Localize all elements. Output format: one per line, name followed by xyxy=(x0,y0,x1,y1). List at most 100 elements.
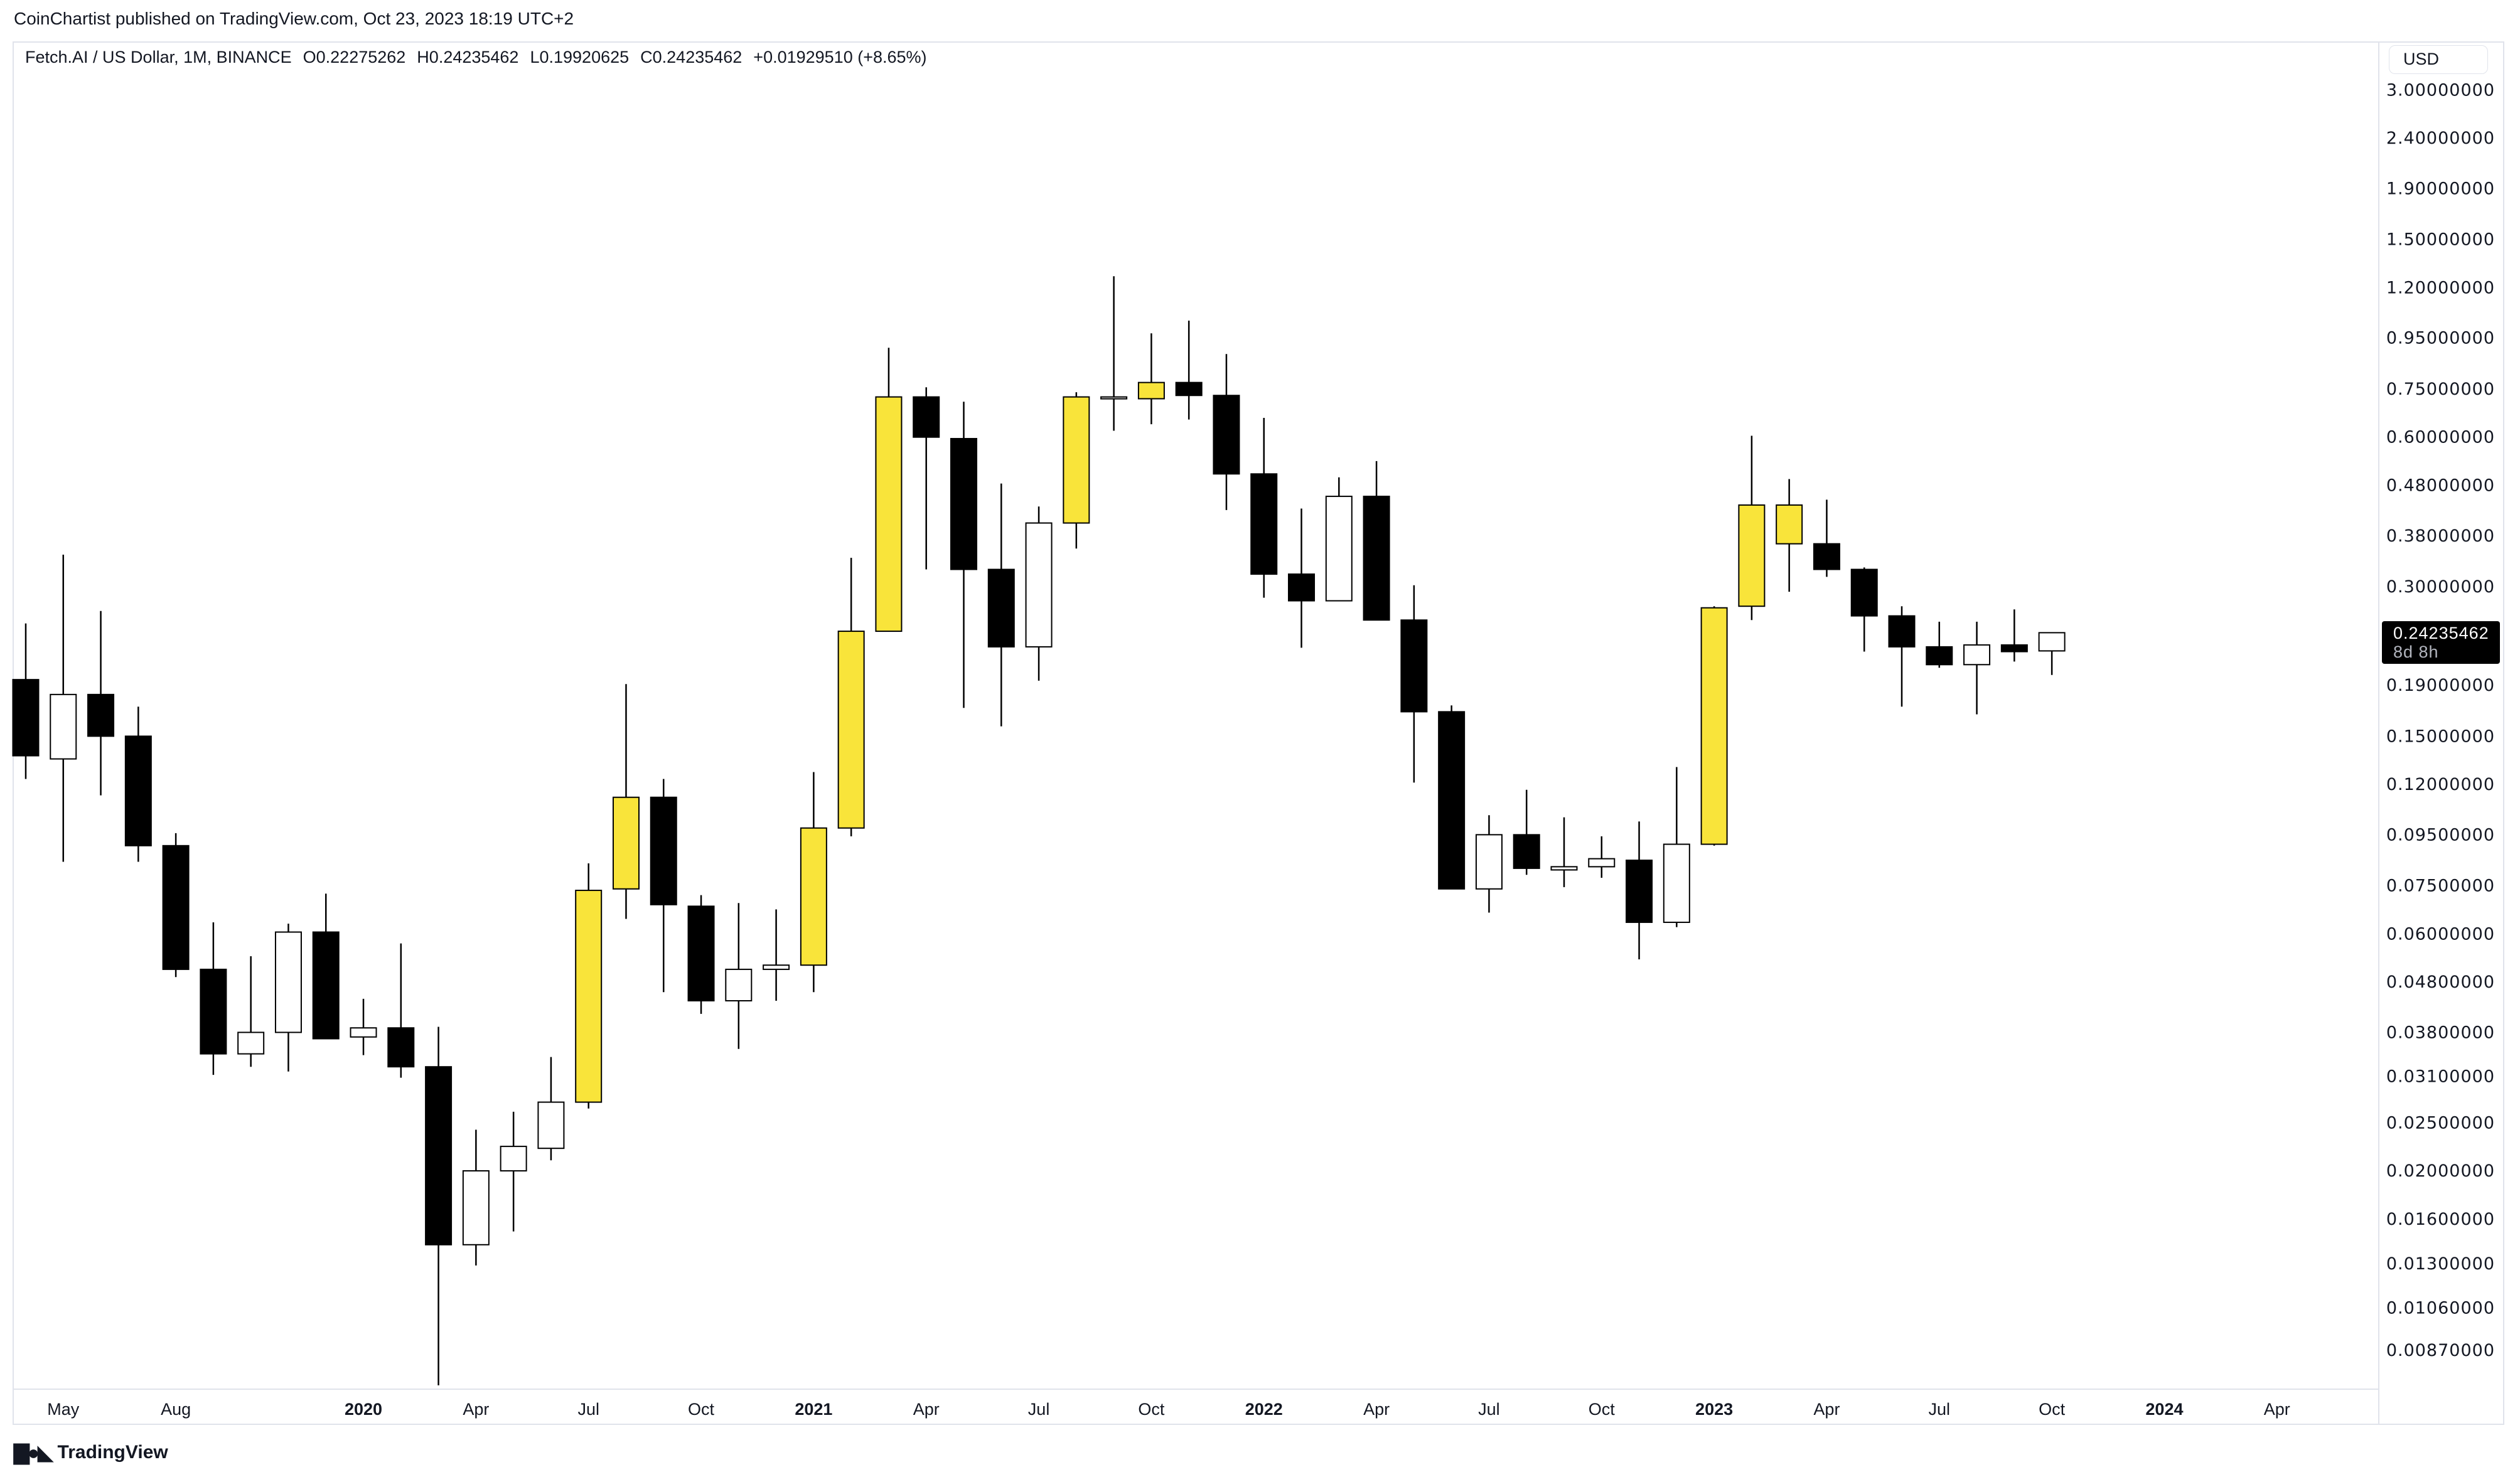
current-price: 0.24235462 xyxy=(2393,624,2489,643)
candle-2020-06 xyxy=(537,1057,565,1161)
time-tick-label: Oct xyxy=(688,1400,715,1419)
open-value: 0.22275262 xyxy=(316,48,406,67)
price-tick-label: 0.07500000 xyxy=(2386,877,2495,896)
candle-2021-09 xyxy=(1100,276,1128,431)
candle-2021-08 xyxy=(1063,392,1090,549)
time-tick-label: Jul xyxy=(1028,1400,1050,1419)
candle-body xyxy=(875,396,903,632)
candle-2021-02 xyxy=(837,557,865,836)
price-axis[interactable]: 3.00000000 2.40000000 1.90000000 1.50000000… xyxy=(2386,80,2495,1360)
time-tick-label: Oct xyxy=(2039,1400,2066,1419)
candle-body xyxy=(1813,543,1840,570)
candle-body xyxy=(87,693,115,737)
price-tick-label: 0.02000000 xyxy=(2386,1161,2495,1181)
time-tick-label: Jul xyxy=(1478,1400,1500,1419)
candle-body xyxy=(1325,496,1353,602)
low-value: 0.19920625 xyxy=(539,48,630,67)
time-tick-label: Oct xyxy=(1138,1400,1165,1419)
candle-2019-12 xyxy=(312,893,340,1040)
candle-body xyxy=(350,1027,377,1038)
price-tick-label: 0.03100000 xyxy=(2386,1067,2495,1086)
price-tick-label: 0.38000000 xyxy=(2386,526,2495,546)
candle-2021-06 xyxy=(987,483,1015,727)
candle-body xyxy=(425,1066,453,1245)
price-tick-label: 2.40000000 xyxy=(2386,129,2495,148)
price-tick-label: 3.00000000 xyxy=(2386,80,2495,100)
candle-body xyxy=(1025,522,1053,648)
candle-2023-09 xyxy=(2000,609,2028,662)
candle-body xyxy=(800,827,827,966)
candles-layer xyxy=(12,276,2066,1385)
bar-countdown: 8d 8h xyxy=(2393,643,2439,661)
time-axis[interactable]: May Aug 2020 Apr Jul Oct 2021 Apr Jul Oct 2022 Apr J… xyxy=(47,1400,2290,1419)
candle-2023-03 xyxy=(1776,479,1803,592)
candle-2022-02 xyxy=(1288,508,1316,648)
candle-2019-05 xyxy=(50,555,77,862)
price-tick-label: 0.48000000 xyxy=(2386,476,2495,495)
price-tick-label: 1.50000000 xyxy=(2386,230,2495,250)
candle-2019-07 xyxy=(124,707,152,862)
candle-2023-10 xyxy=(2038,632,2066,675)
high-value: 0.24235462 xyxy=(429,48,519,67)
candle-2020-03 xyxy=(425,1026,453,1385)
time-tick-label: Apr xyxy=(1363,1400,1390,1419)
symbol-title: Fetch.AI / US Dollar, 1M, BINANCE xyxy=(25,48,292,67)
price-tick-label: 0.75000000 xyxy=(2386,380,2495,399)
candle-2019-08 xyxy=(162,833,190,978)
price-tick-label: 1.20000000 xyxy=(2386,278,2495,297)
candle-body xyxy=(913,396,940,438)
tradingview-brand[interactable]: ▇●◣ TradingView xyxy=(14,1441,168,1464)
price-tick-label: 0.09500000 xyxy=(2386,825,2495,845)
price-tick-label: 0.03800000 xyxy=(2386,1023,2495,1042)
candle-body xyxy=(387,1027,415,1068)
candle-body xyxy=(312,931,340,1040)
candle-2020-10 xyxy=(687,895,715,1014)
price-tick-label: 0.60000000 xyxy=(2386,428,2495,447)
currency-button[interactable]: USD xyxy=(2389,45,2488,74)
price-tick-label: 0.15000000 xyxy=(2386,727,2495,746)
candle-2021-10 xyxy=(1137,333,1165,425)
candle-body xyxy=(1588,858,1616,868)
candle-2020-09 xyxy=(650,779,677,993)
candle-2022-06 xyxy=(1438,705,1466,890)
candle-body xyxy=(124,735,152,846)
candle-2022-09 xyxy=(1550,817,1578,887)
candle-2022-11 xyxy=(1626,821,1653,960)
candle-body xyxy=(1250,473,1278,575)
candle-body xyxy=(1213,395,1240,475)
candle-body xyxy=(1475,834,1503,890)
candle-body xyxy=(1926,646,1953,666)
price-tick-label: 0.02500000 xyxy=(2386,1113,2495,1133)
time-tick-label: Apr xyxy=(913,1400,940,1419)
candle-2021-07 xyxy=(1025,506,1053,681)
candle-2021-11 xyxy=(1175,320,1203,420)
price-tick-label: 0.12000000 xyxy=(2386,775,2495,794)
time-tick-label: 2020 xyxy=(345,1400,382,1419)
candle-2021-01 xyxy=(800,772,827,993)
change-value: +0.01929510 (+8.65%) xyxy=(753,48,927,67)
candle-2020-02 xyxy=(387,943,415,1078)
candle-2023-02 xyxy=(1738,435,1766,621)
candle-2021-03 xyxy=(875,348,903,632)
open-key: O xyxy=(303,48,316,67)
candle-body xyxy=(1700,607,1728,845)
brand-name: TradingView xyxy=(57,1442,168,1463)
candle-2020-01 xyxy=(350,998,377,1055)
candle-2020-07 xyxy=(575,863,603,1109)
candle-body xyxy=(1100,396,1128,400)
candle-body xyxy=(2000,644,2028,653)
candle-body xyxy=(1626,860,1653,923)
candle-2020-12 xyxy=(763,909,790,1001)
candle-body xyxy=(837,631,865,829)
candle-2019-04 xyxy=(12,623,40,779)
tradingview-logo-icon: ▇●◣ xyxy=(14,1441,53,1464)
price-tick-label: 0.06000000 xyxy=(2386,924,2495,944)
time-tick-label: May xyxy=(47,1400,80,1419)
candle-2021-05 xyxy=(950,402,977,708)
candle-body xyxy=(725,968,753,1001)
candle-body xyxy=(575,890,603,1103)
price-tick-label: 1.90000000 xyxy=(2386,179,2495,198)
candle-body xyxy=(1850,568,1878,617)
candle-body xyxy=(274,931,302,1033)
